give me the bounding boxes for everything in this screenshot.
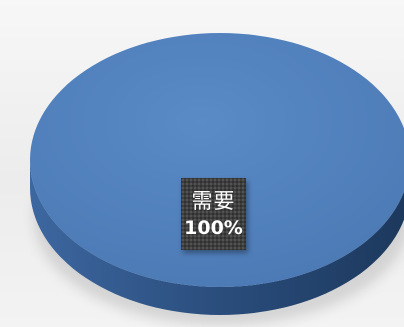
pie-slice-需要 [30, 33, 404, 287]
slice-data-label: 需要 100% [181, 178, 246, 250]
slice-percent-label: 100% [184, 216, 243, 239]
pie-slice-side [30, 160, 404, 315]
slice-category-label: 需要 [191, 188, 236, 213]
